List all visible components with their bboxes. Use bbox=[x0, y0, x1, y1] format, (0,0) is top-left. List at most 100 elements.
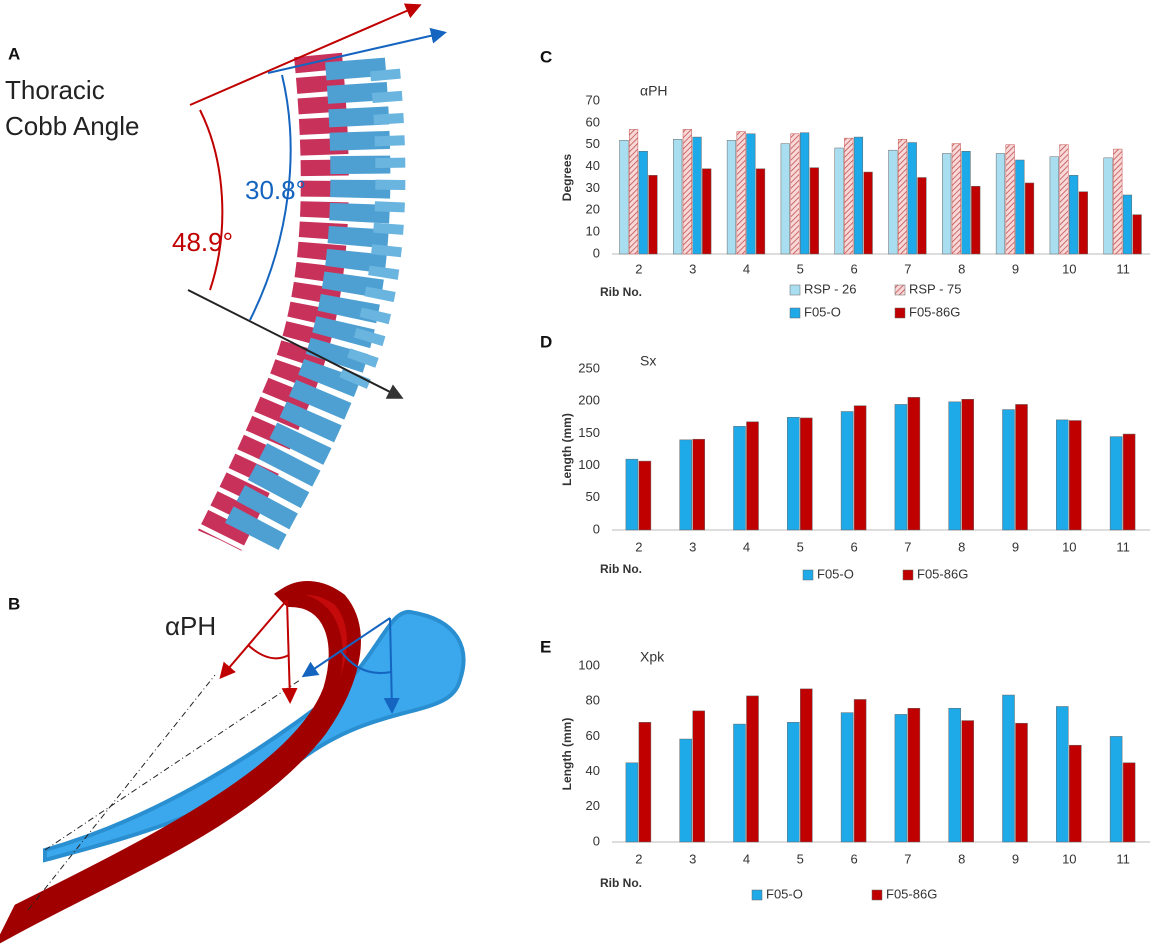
x-tick-label: 5 bbox=[797, 539, 804, 554]
bar bbox=[1122, 762, 1136, 843]
bar bbox=[907, 142, 917, 255]
bar bbox=[625, 458, 639, 531]
bar bbox=[692, 710, 705, 843]
y-tick-label: 0 bbox=[593, 521, 600, 536]
y-tick-label: 40 bbox=[586, 158, 600, 173]
x-axis-label: Rib No. bbox=[600, 285, 642, 299]
bar bbox=[1059, 144, 1069, 255]
y-tick-label: 70 bbox=[586, 92, 600, 107]
x-tick-label: 5 bbox=[797, 851, 804, 866]
y-tick-label: 100 bbox=[578, 657, 600, 672]
bar bbox=[853, 405, 867, 531]
bar bbox=[1103, 157, 1113, 255]
bar bbox=[746, 133, 756, 255]
bar bbox=[840, 712, 854, 843]
bar bbox=[702, 168, 712, 255]
bar bbox=[800, 417, 813, 531]
bar bbox=[746, 421, 759, 531]
y-tick-label: 0 bbox=[593, 833, 600, 848]
lower-line bbox=[187, 289, 404, 399]
bar bbox=[834, 147, 844, 255]
x-tick-label: 11 bbox=[1116, 539, 1130, 554]
x-tick-label: 2 bbox=[635, 851, 642, 866]
bar bbox=[809, 167, 819, 255]
chart-title: Sx bbox=[640, 353, 656, 369]
legend-label: F05-O bbox=[817, 566, 854, 581]
bar bbox=[755, 168, 766, 255]
bar bbox=[894, 404, 908, 531]
y-tick-label: 20 bbox=[586, 798, 600, 813]
bar bbox=[1122, 433, 1136, 531]
x-tick-label: 8 bbox=[958, 539, 965, 554]
x-tick-label: 9 bbox=[1012, 851, 1019, 866]
y-tick-label: 60 bbox=[586, 728, 600, 743]
bar bbox=[800, 688, 813, 843]
x-tick-label: 10 bbox=[1062, 851, 1076, 866]
bar bbox=[682, 129, 692, 255]
y-tick-label: 50 bbox=[586, 136, 600, 151]
y-tick-label: 20 bbox=[586, 202, 600, 217]
bar bbox=[619, 140, 629, 255]
bar bbox=[679, 738, 692, 843]
spine-illustration bbox=[198, 52, 406, 554]
bar bbox=[1015, 159, 1025, 255]
x-tick-label: 2 bbox=[635, 539, 642, 554]
bar bbox=[787, 417, 800, 531]
x-tick-label: 7 bbox=[904, 851, 911, 866]
x-tick-label: 10 bbox=[1062, 539, 1076, 554]
bar bbox=[948, 401, 961, 531]
bar bbox=[961, 399, 974, 531]
bar bbox=[1056, 419, 1069, 531]
x-tick-label: 11 bbox=[1116, 261, 1130, 276]
legend-label: RSP - 26 bbox=[804, 281, 857, 296]
legend-label: F05-86G bbox=[909, 304, 960, 319]
x-tick-label: 11 bbox=[1116, 851, 1130, 866]
bar bbox=[679, 439, 692, 531]
red-rib bbox=[0, 581, 361, 944]
bar bbox=[897, 139, 908, 255]
y-tick-label: 0 bbox=[593, 245, 600, 260]
legend-label: F05-86G bbox=[886, 886, 937, 901]
x-tick-label: 3 bbox=[689, 261, 696, 276]
blue-angle: 30.8° bbox=[245, 175, 306, 205]
annotation: αPH bbox=[165, 611, 216, 641]
bar bbox=[1109, 736, 1123, 843]
bar bbox=[638, 460, 652, 531]
bar bbox=[951, 143, 961, 255]
x-tick-label: 8 bbox=[958, 261, 965, 276]
x-tick-label: 8 bbox=[958, 851, 965, 866]
bar bbox=[1056, 706, 1069, 843]
red-arc bbox=[199, 109, 224, 291]
bar bbox=[1015, 722, 1028, 843]
x-tick-label: 2 bbox=[635, 261, 642, 276]
x-tick-label: 9 bbox=[1012, 261, 1019, 276]
bar bbox=[736, 131, 746, 255]
bar bbox=[790, 133, 800, 255]
legend-label: F05-O bbox=[766, 886, 803, 901]
bar bbox=[1049, 156, 1059, 255]
bar bbox=[733, 426, 746, 531]
bar bbox=[1132, 214, 1142, 255]
bar bbox=[780, 143, 790, 255]
bar bbox=[844, 137, 854, 255]
bar bbox=[692, 438, 705, 531]
x-tick-label: 4 bbox=[743, 261, 750, 276]
y-tick-label: 200 bbox=[578, 393, 600, 408]
x-axis-label: Rib No. bbox=[600, 876, 642, 890]
chart-title: αPH bbox=[640, 83, 668, 99]
bar bbox=[1069, 420, 1082, 531]
x-tick-label: 4 bbox=[743, 539, 750, 554]
bar bbox=[726, 140, 737, 255]
panel-label: E bbox=[540, 637, 551, 656]
x-tick-label: 5 bbox=[797, 261, 804, 276]
bar bbox=[628, 129, 639, 255]
bar bbox=[863, 171, 873, 255]
bar bbox=[1109, 436, 1123, 531]
bar bbox=[971, 185, 981, 255]
bar bbox=[907, 707, 921, 843]
bar bbox=[673, 139, 683, 255]
bar bbox=[1122, 194, 1133, 255]
y-tick-label: 100 bbox=[578, 457, 600, 472]
bar bbox=[917, 177, 927, 255]
